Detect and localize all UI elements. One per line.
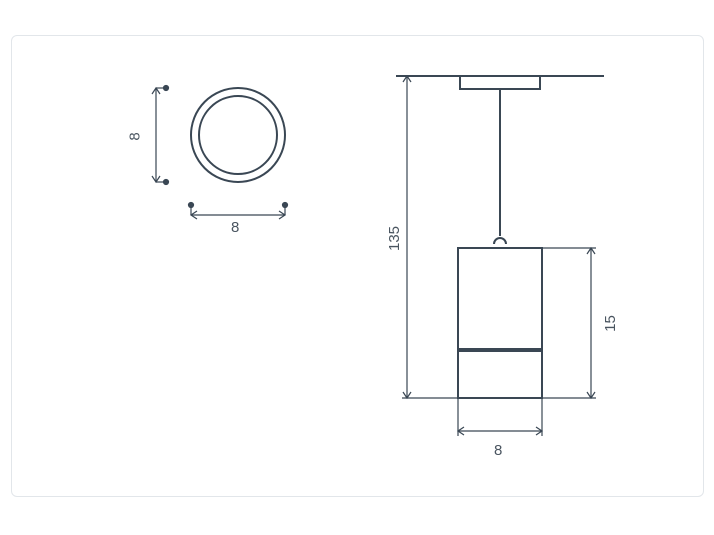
side-body-height-label: 15 xyxy=(602,315,619,332)
side-body-width-dim xyxy=(458,398,542,436)
canopy xyxy=(460,76,540,89)
ring-inner xyxy=(199,96,277,174)
side-total-height-dim xyxy=(396,76,458,398)
top-width-label: 8 xyxy=(231,219,239,236)
top-view-height-dim xyxy=(152,86,169,185)
top-view xyxy=(152,86,288,220)
lamp-body xyxy=(458,248,542,398)
top-view-width-dim xyxy=(189,203,288,220)
ring-outer xyxy=(191,88,285,182)
side-total-height-label: 135 xyxy=(386,226,403,251)
side-body-width-label: 8 xyxy=(494,442,502,459)
top-height-label: 8 xyxy=(127,132,144,140)
cord-joint xyxy=(494,238,506,244)
side-view xyxy=(396,76,604,436)
side-body-height-dim xyxy=(542,248,596,398)
technical-drawing xyxy=(0,0,714,535)
